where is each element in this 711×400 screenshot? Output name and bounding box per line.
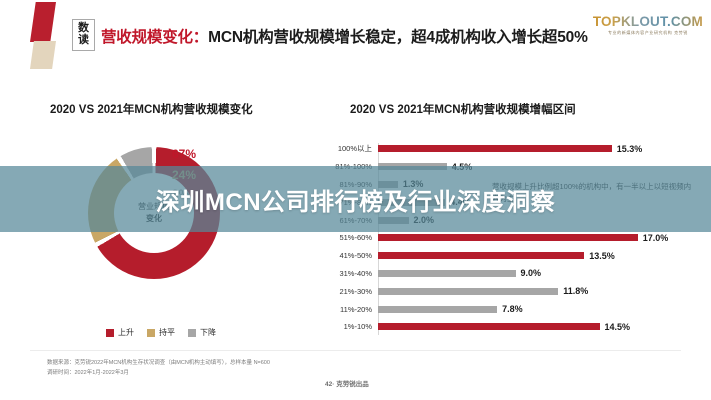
- header-red-accent: [30, 2, 56, 42]
- legend-swatch-icon: [106, 328, 114, 337]
- source-note: 数据来源：克劳锐2022年MCN机构生存状况调查（由MCN机构主动填写），总样本…: [47, 358, 270, 378]
- bar-category-label: 1%-10%: [343, 322, 372, 332]
- bar-fill: [378, 323, 600, 331]
- page-title: 营收规模变化：MCN机构营收规模增长稳定，超4成机构收入增长超50%: [101, 25, 588, 47]
- page-title-highlight: 营收规模变化：: [101, 29, 209, 46]
- source-line-2: 调研时间：2022年1月-2022年3月: [47, 370, 129, 377]
- bar-value-label: 13.5%: [589, 250, 615, 261]
- donut-legend-item: 持平: [147, 327, 175, 338]
- bar-track: 7.8%: [378, 300, 702, 318]
- topklout-logo: TOPKLOUT.COM 专业的新媒体内容产业研究机构 克劳锐: [593, 14, 703, 36]
- bar-fill: [378, 269, 516, 277]
- legend-swatch-icon: [147, 328, 155, 337]
- donut-legend-label: 下降: [200, 328, 216, 337]
- bar-category-label: 11%-20%: [340, 304, 372, 314]
- bar-value-label: 7.8%: [502, 304, 523, 315]
- bar-category-label: 41%-50%: [339, 251, 372, 261]
- bar-row: 11%-20% 7.8%: [330, 300, 702, 318]
- donut-value-rise: 67%: [172, 147, 197, 161]
- donut-legend-label: 持平: [159, 328, 175, 337]
- bar-value-label: 9.0%: [520, 268, 542, 279]
- bar-value-label: 15.3%: [616, 143, 643, 154]
- left-chart-title: 2020 VS 2021年MCN机构营收规模变化: [50, 104, 253, 116]
- bar-row: 100%以上 15.3%: [330, 140, 702, 158]
- bar-row: 51%-60% 17.0%: [330, 229, 702, 247]
- bar-category-label: 21%-30%: [339, 286, 372, 296]
- bar-row: 21%-30% 11.8%: [330, 282, 702, 300]
- bar-row: 41%-50% 13.5%: [330, 247, 702, 265]
- bar-track: 14.5%: [378, 318, 702, 336]
- bar-fill: [378, 145, 612, 153]
- badge-char-2: 读: [78, 34, 89, 46]
- bar-track: 11.8%: [378, 282, 702, 300]
- donut-legend-label: 上升: [118, 328, 134, 337]
- bar-value-label: 14.5%: [604, 321, 631, 332]
- bar-value-label: 17.0%: [642, 232, 669, 243]
- slide-header: 数 读 营收规模变化：MCN机构营收规模增长稳定，超4成机构收入增长超50% T…: [0, 0, 711, 86]
- bar-category-label: 100%以上: [337, 144, 372, 154]
- page-title-body: MCN机构营收规模增长稳定，超4成机构收入增长超50%: [208, 29, 588, 46]
- donut-legend-item: 下降: [188, 327, 216, 338]
- legend-swatch-icon: [188, 328, 196, 337]
- page-number: 42· 克劳锐出品: [325, 381, 369, 388]
- header-tan-accent: [30, 41, 56, 69]
- bar-row: 1%-10% 14.5%: [330, 318, 702, 336]
- source-line-1: 数据来源：克劳锐2022年MCN机构生存状况调查（由MCN机构主动填写），总样本…: [47, 360, 270, 366]
- bar-category-label: 31%-40%: [339, 268, 372, 278]
- bar-track: 15.3%: [378, 140, 702, 158]
- overlay-banner: 深圳MCN公司排行榜及行业深度洞察: [0, 166, 711, 232]
- logo-wordmark: TOPKLOUT.COM: [592, 14, 703, 29]
- shudu-badge: 数 读: [72, 19, 95, 51]
- bar-track: 13.5%: [378, 247, 702, 265]
- bar-value-label: 11.8%: [563, 286, 589, 297]
- bar-track: 17.0%: [378, 229, 702, 247]
- donut-legend-item: 上升: [106, 327, 134, 338]
- bar-category-label: 51%-60%: [339, 233, 372, 243]
- bar-fill: [378, 252, 585, 260]
- donut-legend: 上升 持平 下降: [81, 327, 241, 338]
- bar-fill: [378, 305, 498, 313]
- bar-fill: [378, 234, 638, 242]
- right-chart-title: 2020 VS 2021年MCN机构营收规模增幅区间: [350, 104, 576, 116]
- bar-row: 31%-40% 9.0%: [330, 265, 702, 283]
- overlay-headline: 深圳MCN公司排行榜及行业深度洞察: [155, 188, 556, 216]
- badge-char-1: 数: [78, 22, 89, 35]
- bar-fill: [378, 287, 559, 295]
- logo-tagline: 专业的新媒体内容产业研究机构 克劳锐: [607, 30, 688, 35]
- bar-track: 9.0%: [378, 265, 702, 283]
- footer-divider: [30, 350, 681, 351]
